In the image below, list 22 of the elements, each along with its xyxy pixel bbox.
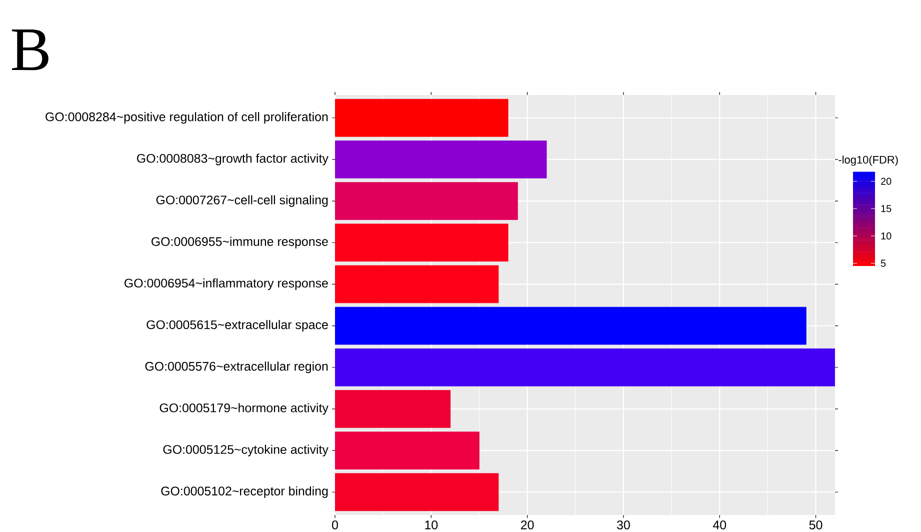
color-bar-label: 15: [881, 205, 892, 212]
color-bar-label: 5: [880, 260, 886, 267]
y-tick-label: GO:0005576~extracellular region: [145, 362, 328, 374]
x-tick-label: 10: [425, 520, 438, 530]
x-tick-label: 20: [521, 520, 534, 530]
y-tick-label: GO:0006955~immune response: [152, 236, 328, 248]
x-tick-label: 40: [712, 520, 726, 530]
y-tick-label: GO:0005179~hormone activity: [160, 403, 328, 415]
color-bar-title: -log10(FDR): [838, 156, 898, 166]
color-bar-label: 10: [881, 232, 892, 240]
x-tick-label: 50: [809, 520, 822, 530]
y-tick-label: GO:0008083~growth factor activity: [137, 154, 328, 166]
y-tick-label: GO:0006954~inflammatory response: [124, 278, 328, 290]
y-tick-label: GO:0008284~positive regulation of cell proliferation: [46, 112, 328, 124]
x-tick-label: 30: [617, 520, 630, 530]
y-tick-label: GO:0005615~extracellular space: [146, 320, 328, 332]
y-tick-label: GO:0005102~receptor binding: [161, 486, 328, 498]
chart-title: B: [12, 30, 48, 70]
x-tick-label: 0: [332, 520, 338, 530]
color-bar-label: 20: [881, 178, 892, 185]
y-tick-label: GO:0007267~cell-cell signaling: [156, 195, 328, 207]
y-tick-label: GO:0005125~cytokine activity: [163, 444, 328, 456]
